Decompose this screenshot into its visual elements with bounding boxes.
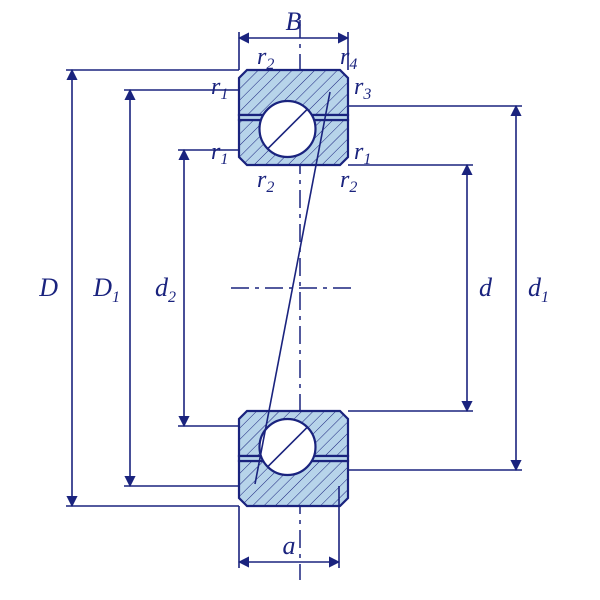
- label-d2: d2: [155, 273, 176, 306]
- label-d: d: [479, 273, 493, 302]
- label-r2-ir: r2: [340, 167, 357, 196]
- label-r3-tr: r3: [354, 74, 371, 103]
- label-d1: d1: [528, 273, 549, 306]
- label-r1-il: r1: [211, 139, 228, 168]
- label-r2-il: r2: [257, 167, 274, 196]
- label-r1-ir: r1: [354, 139, 371, 168]
- bearing-diagram: BaDD1d2dd1r1r2r4r3r1r2r1r2: [0, 0, 600, 600]
- label-r4-tr: r4: [340, 44, 357, 73]
- label-D1: D1: [92, 273, 120, 306]
- label-D: D: [38, 273, 58, 302]
- label-r2-tl: r2: [257, 44, 274, 73]
- label-r1-tl: r1: [211, 74, 228, 103]
- label-B: B: [286, 7, 302, 36]
- label-a: a: [283, 531, 296, 560]
